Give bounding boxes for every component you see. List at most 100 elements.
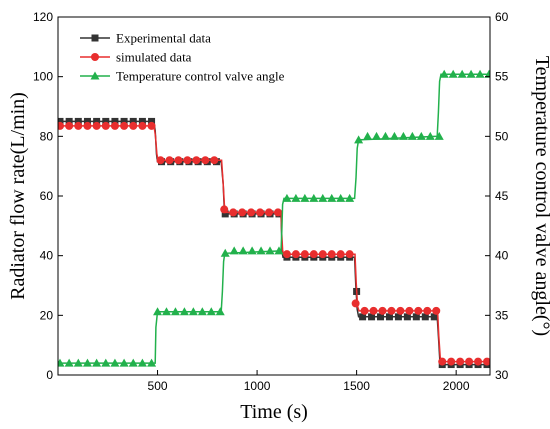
data-point-square <box>102 117 110 125</box>
x-tick-label: 2000 <box>443 379 470 393</box>
data-point-square <box>83 117 91 125</box>
data-point-triangle <box>425 131 435 140</box>
data-point-circle <box>282 250 291 259</box>
data-point-triangle <box>188 307 198 316</box>
data-point-circle <box>336 250 345 259</box>
y-right-tick-label: 60 <box>495 10 509 24</box>
data-point-circle <box>74 121 83 130</box>
data-point-triangle <box>153 307 163 316</box>
data-point-circle <box>291 250 300 259</box>
data-point-square <box>430 313 438 321</box>
data-point-triangle <box>457 69 467 78</box>
data-point-square <box>74 117 82 125</box>
y-left-tick-label: 60 <box>40 189 54 203</box>
data-point-triangle <box>448 69 458 78</box>
data-point-circle <box>165 156 174 165</box>
data-point-triangle <box>220 248 230 257</box>
data-point-circle <box>423 306 432 315</box>
y-right-tick-label: 35 <box>495 308 509 322</box>
data-point-triangle <box>229 246 239 255</box>
data-point-circle <box>265 208 274 217</box>
data-point-circle <box>129 121 138 130</box>
data-point-triangle <box>238 246 248 255</box>
series-layer <box>58 69 490 369</box>
data-point-circle <box>369 306 378 315</box>
series-square <box>58 117 490 369</box>
data-point-circle <box>273 208 282 217</box>
data-point-triangle <box>247 246 257 255</box>
data-point-circle <box>414 306 423 315</box>
data-point-circle <box>192 156 201 165</box>
data-point-triangle <box>179 307 189 316</box>
data-point-triangle <box>327 193 337 202</box>
data-point-square <box>377 313 385 321</box>
data-point-triangle <box>119 358 129 367</box>
data-point-square <box>385 313 393 321</box>
y-left-tick-label: 80 <box>40 129 54 143</box>
data-point-triangle <box>363 131 373 140</box>
data-point-triangle <box>309 193 319 202</box>
data-point-triangle <box>265 246 275 255</box>
data-point-square <box>111 117 119 125</box>
y-left-tick-label: 40 <box>40 249 54 263</box>
data-point-circle <box>465 357 474 366</box>
legend-marker-triangle <box>90 71 100 80</box>
data-point-circle <box>83 121 92 130</box>
data-point-circle <box>229 208 238 217</box>
data-point-circle <box>174 156 183 165</box>
data-point-triangle <box>291 193 301 202</box>
data-point-circle <box>92 121 101 130</box>
data-point-triangle <box>170 307 180 316</box>
data-point-square <box>120 117 128 125</box>
legend-label: Temperature control valve angle <box>116 69 285 84</box>
data-point-circle <box>220 205 229 214</box>
data-point-triangle <box>354 135 364 144</box>
data-point-square <box>421 313 429 321</box>
data-point-triangle <box>434 131 444 140</box>
data-point-triangle <box>73 358 83 367</box>
data-point-circle <box>120 121 129 130</box>
data-point-circle <box>65 121 74 130</box>
data-point-triangle <box>282 193 292 202</box>
data-point-square <box>221 210 229 218</box>
data-point-square <box>58 117 64 125</box>
data-point-triangle <box>58 358 65 367</box>
data-point-triangle <box>215 307 225 316</box>
data-point-triangle <box>256 246 266 255</box>
data-point-circle <box>256 208 265 217</box>
x-tick-label: 1500 <box>343 379 370 393</box>
data-point-triangle <box>466 69 476 78</box>
data-point-triangle <box>82 358 92 367</box>
data-point-circle <box>138 121 147 130</box>
data-point-triangle <box>389 131 399 140</box>
series-line-square <box>58 120 490 366</box>
legend-item: Temperature control valve angle <box>80 69 285 84</box>
data-point-circle <box>300 250 309 259</box>
y-left-tick-label: 0 <box>46 368 53 382</box>
y-axis-label-left: Radiator flow rate(L/min) <box>7 92 29 300</box>
data-point-triangle <box>197 307 207 316</box>
data-point-triangle <box>318 193 328 202</box>
data-point-circle <box>387 306 396 315</box>
x-tick-label: 500 <box>148 379 168 393</box>
data-point-triangle <box>137 358 147 367</box>
legend-marker-square <box>91 34 99 42</box>
data-point-triangle <box>407 131 417 140</box>
data-point-triangle <box>206 307 216 316</box>
data-point-circle <box>58 121 64 130</box>
legend-label: simulated data <box>116 50 192 65</box>
data-point-circle <box>156 156 165 165</box>
data-point-circle <box>318 250 327 259</box>
series-triangle <box>58 69 490 367</box>
data-point-triangle <box>336 193 346 202</box>
data-point-square <box>129 117 137 125</box>
series-line-triangle <box>58 73 490 364</box>
legend-marker-circle <box>91 53 99 61</box>
data-point-circle <box>183 156 192 165</box>
data-point-triangle <box>380 131 390 140</box>
y-left-tick-label: 100 <box>33 70 53 84</box>
y-right-tick-label: 40 <box>495 249 509 263</box>
data-point-triangle <box>416 131 426 140</box>
data-point-triangle <box>398 131 408 140</box>
